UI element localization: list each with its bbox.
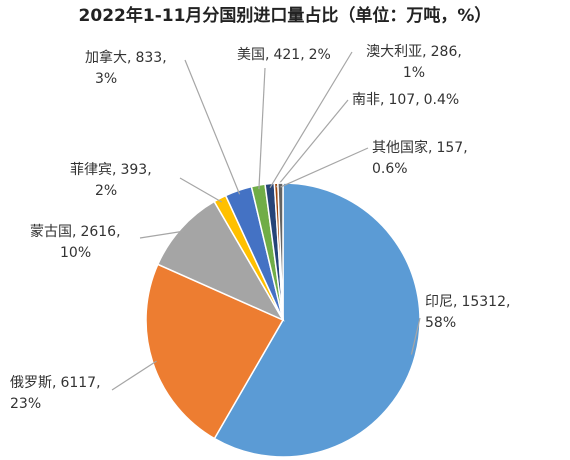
- slice-percent: 3%: [95, 71, 117, 87]
- pie-slice: [213, 182, 421, 458]
- separator: ,: [72, 224, 76, 240]
- slice-name: 蒙古国: [30, 224, 72, 240]
- leader-line: [410, 317, 421, 355]
- separator: ,: [162, 50, 166, 66]
- slice-label: 蒙古国, 2616,: [30, 224, 121, 240]
- slice-value: 15312: [461, 294, 506, 310]
- leader-line: [258, 67, 266, 190]
- separator: ,: [300, 47, 304, 63]
- slice-name: 南非: [352, 92, 380, 108]
- slice-value: 157: [436, 140, 463, 156]
- separator: ,: [463, 140, 467, 156]
- slice-percent: 1%: [403, 65, 425, 81]
- leader-line: [275, 99, 349, 188]
- separator: ,: [428, 140, 432, 156]
- slice-percent: 10%: [60, 245, 91, 261]
- slice-percent: 0.6%: [372, 161, 408, 177]
- slice-percent: 2%: [95, 183, 117, 199]
- slice-name: 印尼: [425, 294, 453, 310]
- separator: ,: [380, 92, 384, 108]
- slice-percent: 23%: [10, 396, 41, 412]
- separator: ,: [422, 44, 426, 60]
- slice-label: 俄罗斯, 6117,: [10, 375, 101, 391]
- slice-label: 美国, 421, 2%: [237, 47, 331, 63]
- separator: ,: [112, 162, 116, 178]
- separator: ,: [127, 50, 131, 66]
- leader-line: [184, 59, 241, 195]
- pie-slice: [145, 263, 285, 440]
- separator: ,: [453, 294, 457, 310]
- slice-label: 澳大利亚, 286,: [366, 44, 462, 60]
- leader-line: [111, 360, 157, 391]
- slice-label: 加拿大, 833,: [85, 49, 167, 66]
- separator: ,: [506, 294, 510, 310]
- slice-label: 南非, 107, 0.4%: [352, 92, 459, 108]
- leader-line: [269, 51, 353, 188]
- slice-value: 107: [388, 92, 415, 108]
- separator: ,: [415, 92, 419, 108]
- pie-slice: [156, 200, 285, 322]
- separator: ,: [116, 224, 120, 240]
- leader-line: [139, 230, 185, 239]
- chart-title: 2022年1-11月分国别进口量占比（单位：万吨，%）: [79, 5, 492, 26]
- slice-name: 美国: [237, 47, 265, 63]
- slice-value: 286: [431, 44, 458, 60]
- slice-value: 393: [120, 162, 147, 178]
- slice-name: 其他国家: [372, 139, 428, 156]
- slice-label: 其他国家, 157,: [372, 139, 468, 156]
- slice-percent: 2%: [309, 47, 331, 63]
- separator: ,: [265, 47, 269, 63]
- slice-name: 菲律宾: [70, 162, 112, 178]
- slice-percent: 58%: [425, 315, 456, 331]
- slice-percent: 0.4%: [424, 92, 460, 108]
- slice-label: 印尼, 15312,: [425, 294, 510, 310]
- slice-label: 菲律宾, 393,: [70, 162, 152, 178]
- slice-name: 澳大利亚: [366, 44, 422, 60]
- pie-slice: [277, 182, 284, 321]
- separator: ,: [147, 162, 151, 178]
- leader-line: [179, 177, 223, 203]
- slice-value: 2616: [80, 224, 116, 240]
- slice-name: 加拿大: [85, 49, 127, 66]
- separator: ,: [96, 375, 100, 391]
- slice-value: 833: [135, 50, 162, 66]
- leader-line: [280, 147, 369, 188]
- slice-value: 6117: [60, 375, 96, 391]
- slice-name: 俄罗斯: [10, 375, 52, 391]
- separator: ,: [52, 375, 56, 391]
- slice-value: 421: [273, 47, 300, 63]
- separator: ,: [457, 44, 461, 60]
